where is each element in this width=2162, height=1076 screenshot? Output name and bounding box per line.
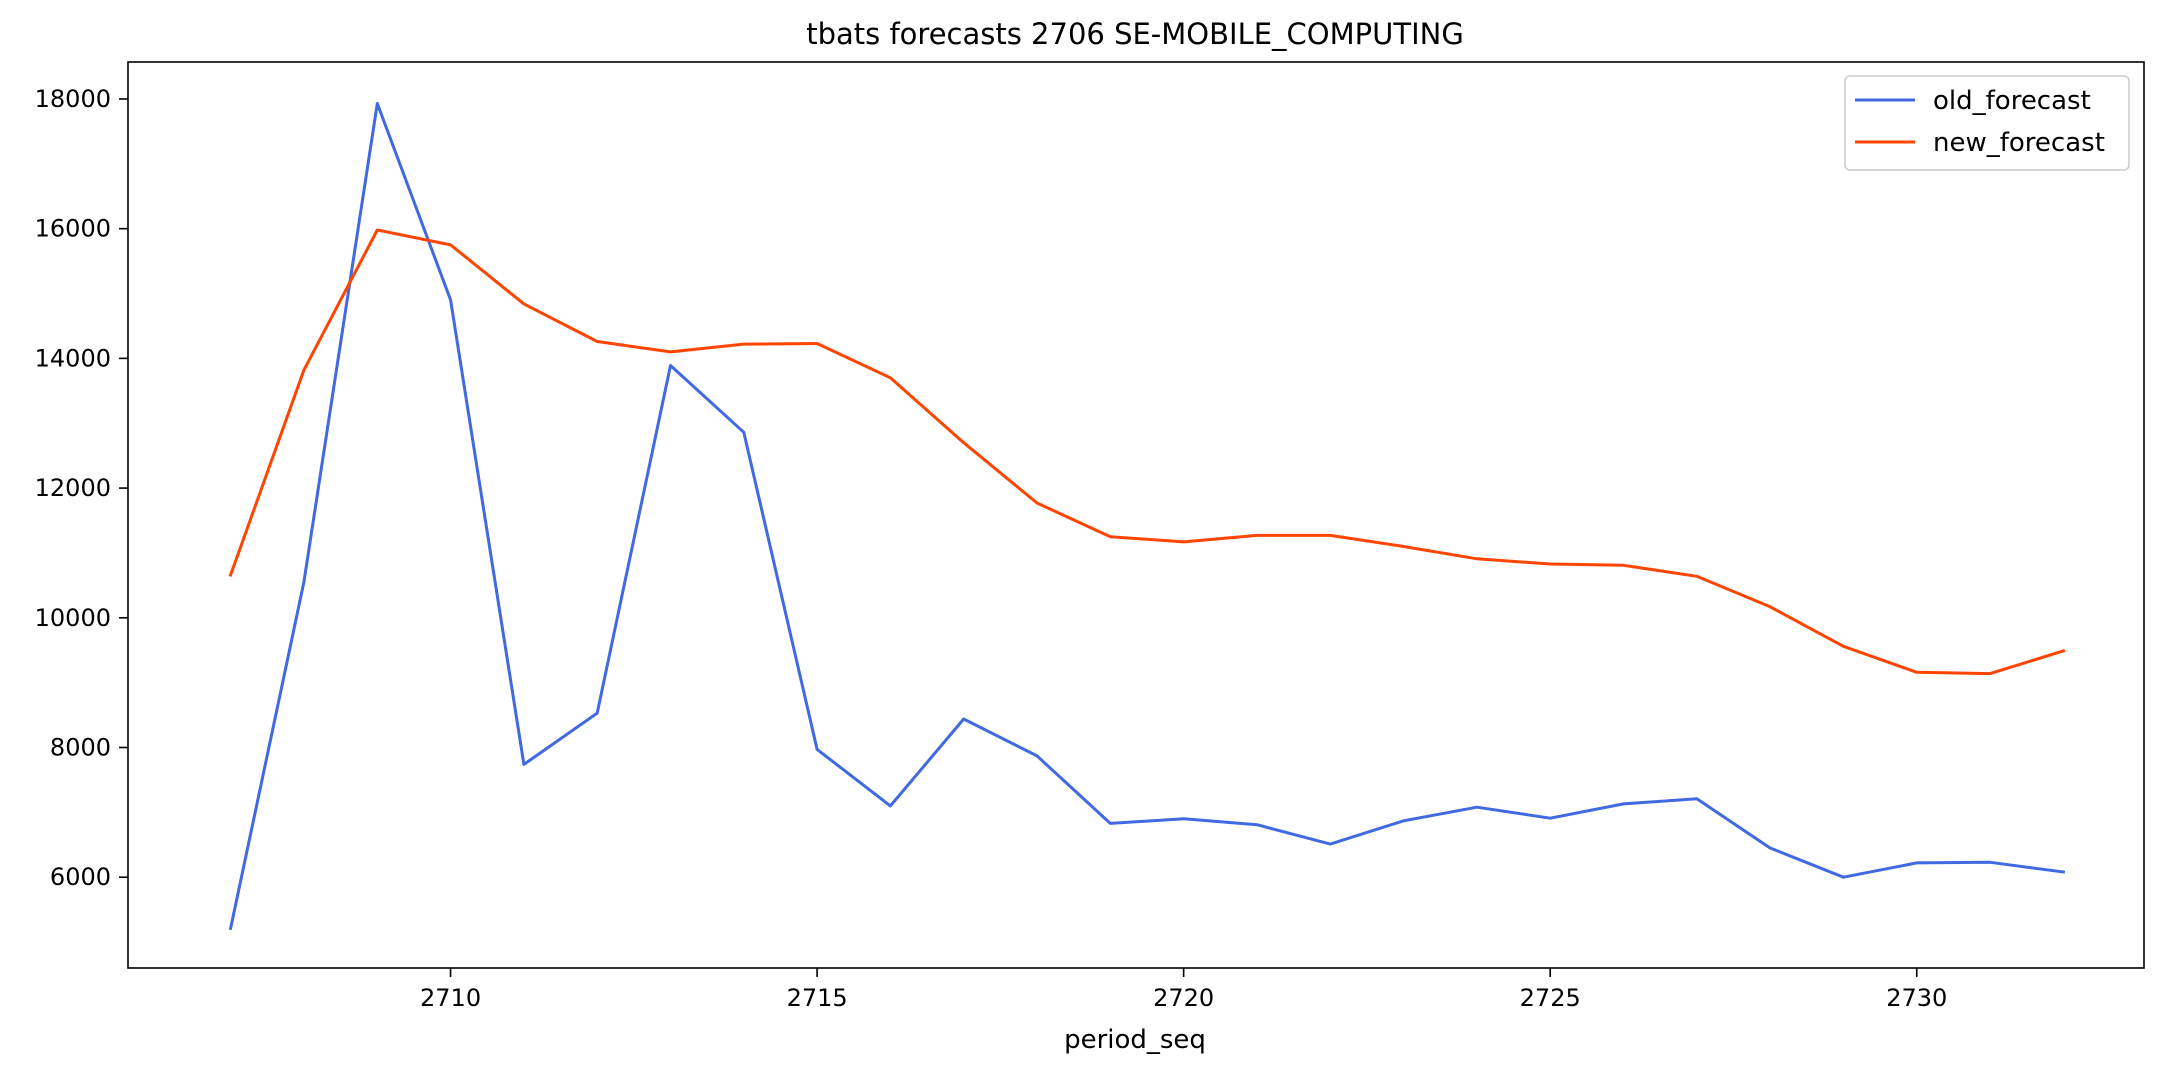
x-tick-label: 2725	[1520, 984, 1581, 1012]
x-axis-label: period_seq	[1064, 1025, 1206, 1055]
chart-title: tbats forecasts 2706 SE-MOBILE_COMPUTING	[806, 17, 1464, 51]
y-tick-label: 16000	[35, 215, 111, 243]
y-axis: 6000 8000 10000 12000 14000 16000 18000	[35, 85, 128, 891]
series-line-new-forecast	[228, 228, 2066, 676]
x-axis: 2710 2715 2720 2725 2730	[420, 968, 1947, 1012]
x-tick-label: 2720	[1153, 984, 1214, 1012]
x-tick-label: 2730	[1886, 984, 1947, 1012]
legend: old_forecast new_forecast	[1844, 75, 2130, 171]
y-tick-label: 14000	[35, 344, 111, 372]
plot-area	[228, 102, 2066, 931]
y-tick-label: 12000	[35, 474, 111, 502]
x-tick-label: 2710	[420, 984, 481, 1012]
legend-frame	[1844, 75, 2130, 171]
y-tick-label: 6000	[50, 863, 111, 891]
y-tick-label: 8000	[50, 733, 111, 761]
legend-label-new-forecast: new_forecast	[1933, 128, 2105, 158]
series-line-old-forecast	[228, 102, 2066, 931]
y-tick-label: 10000	[35, 604, 111, 632]
legend-label-old-forecast: old_forecast	[1933, 86, 2091, 116]
plot-frame	[127, 61, 2145, 969]
x-tick-label: 2715	[787, 984, 848, 1012]
y-tick-label: 18000	[35, 85, 111, 113]
